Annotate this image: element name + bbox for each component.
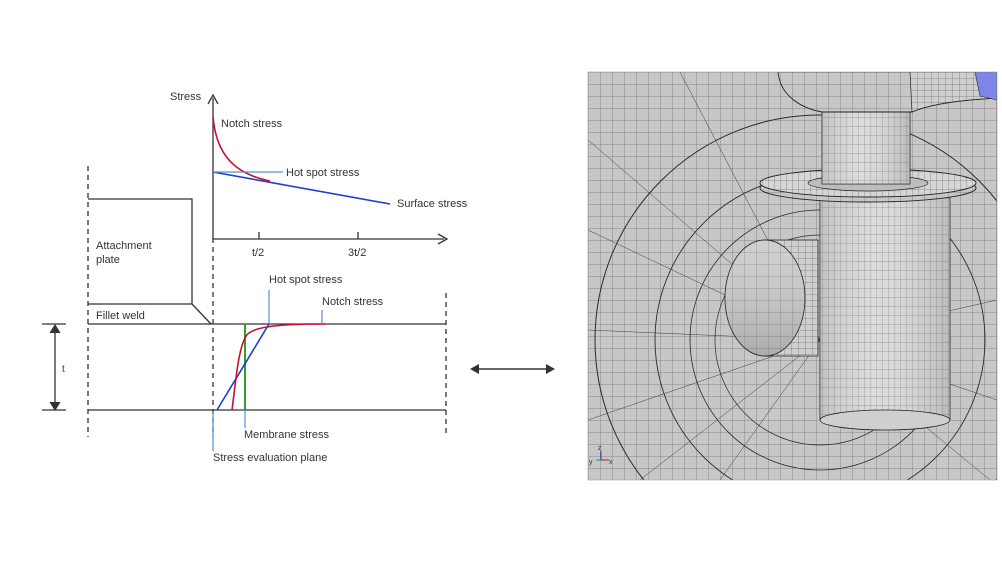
notch-stress-distribution [231, 323, 326, 411]
membrane-stress-label: Membrane stress [244, 429, 329, 441]
hot-spot-stress-label-top: Hot spot stress [286, 167, 360, 179]
axis-triad-x: x [609, 459, 613, 466]
axis-triad: z y x [589, 445, 613, 466]
fillet-weld-edge [191, 303, 212, 325]
y-axis-label: Stress [170, 91, 202, 103]
notch-stress-label-bottom: Notch stress [322, 296, 384, 308]
notch-stress-curve [212, 116, 271, 182]
stress-diagram: Stress t/2 3t/2 Notch stress Hot spot st… [42, 91, 468, 464]
attachment-label-line2: plate [96, 254, 120, 266]
thickness-label: t [62, 364, 65, 375]
x-axis-arrow-icon [437, 233, 449, 245]
axis-triad-y: y [589, 459, 593, 466]
double-headed-arrow-icon [470, 364, 555, 374]
thickness-arrow-down-icon [49, 401, 61, 411]
x-tick-label-3t-half: 3t/2 [348, 247, 366, 259]
fillet-weld-label: Fillet weld [96, 310, 145, 322]
axis-triad-z: z [598, 445, 602, 452]
y-axis-arrow-icon [207, 93, 219, 105]
attachment-label-line1: Attachment [96, 240, 152, 252]
surface-stress-label: Surface stress [397, 198, 468, 210]
linearized-stress-line [216, 323, 270, 411]
surface-stress-line [212, 171, 391, 205]
x-tick-label-t-half: t/2 [252, 247, 264, 259]
evaluation-plane-label: Stress evaluation plane [213, 452, 327, 464]
thickness-arrow-up-icon [49, 324, 61, 334]
attachment-plate-outline [88, 198, 193, 305]
notch-stress-label-top: Notch stress [221, 118, 283, 130]
hot-spot-stress-label-bottom: Hot spot stress [269, 274, 343, 286]
fe-mesh-model-icon: z y x [587, 71, 998, 481]
